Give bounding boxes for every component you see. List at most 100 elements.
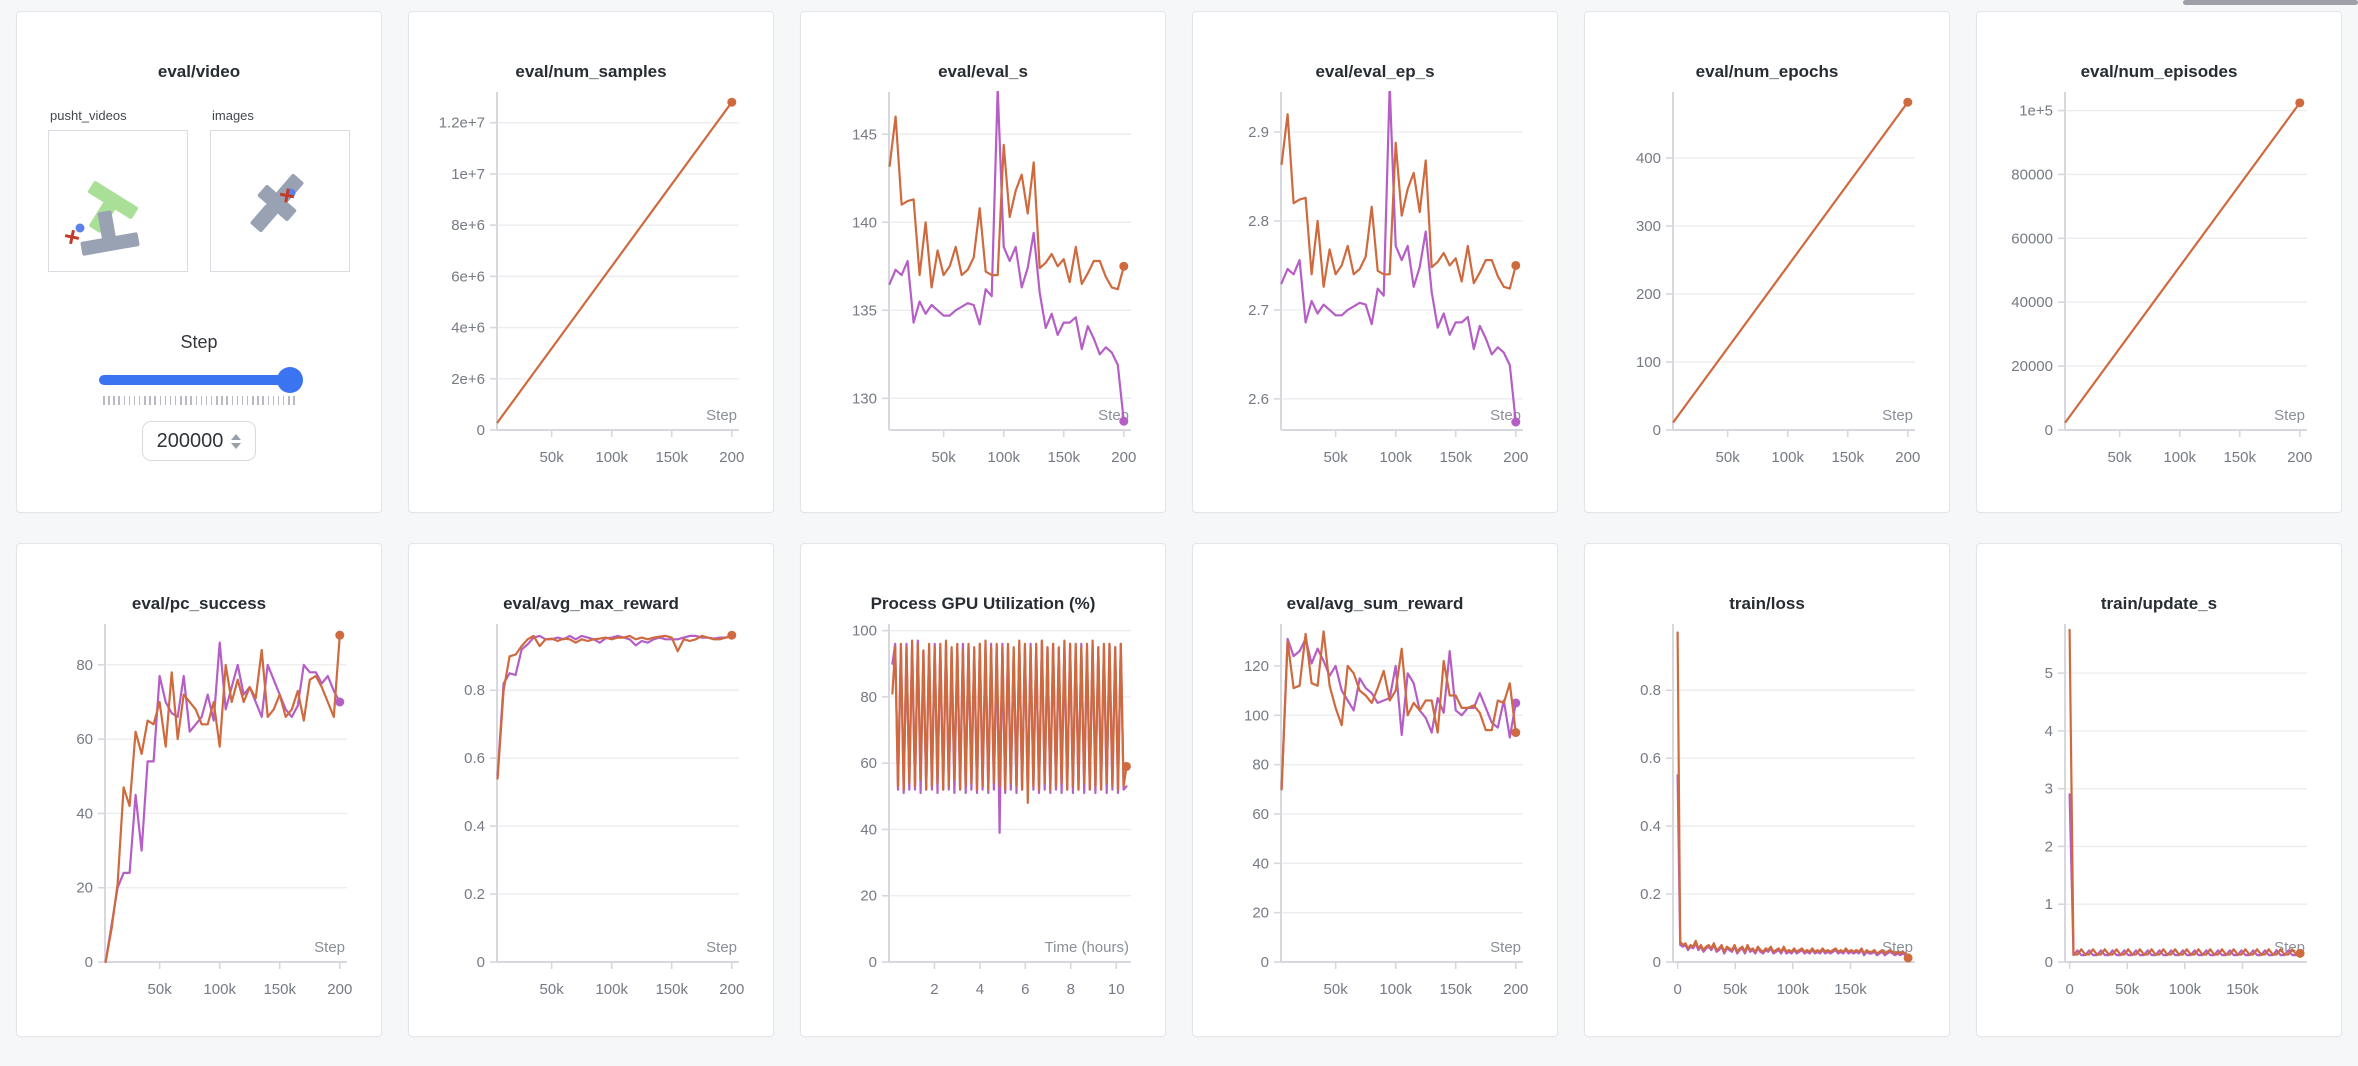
panel-train-update-s[interactable]: train/update_s 0 1 2 3 4 5 0 50k 100k 150k Step — [1976, 543, 2342, 1037]
ruler-tick — [231, 396, 234, 405]
panel-train-loss[interactable]: train/loss 0 0.2 0.4 0.6 0.8 0 50k 100k 150k Step — [1584, 543, 1950, 1037]
series-orange-line[interactable] — [1280, 630, 1517, 791]
y-axis-tick-label: 120 — [1244, 658, 1269, 675]
panel-title: eval/eval_ep_s — [1315, 62, 1435, 81]
line-chart[interactable]: 0 20000 40000 60000 80000 1e+5 50k 100k 150k 200 S… — [1991, 86, 2327, 484]
ruler-tick — [144, 396, 146, 405]
media-row: pusht_videos — [17, 108, 381, 272]
y-axis-tick-label: 100 — [852, 623, 877, 640]
slider-track[interactable] — [99, 375, 297, 385]
x-axis-tick-label: 200 — [1503, 981, 1528, 998]
x-axis-tick-label: 50k — [1723, 981, 1748, 998]
x-axis-tick-label: 8 — [1067, 981, 1075, 998]
series-orange-line[interactable] — [1672, 101, 1909, 423]
line-chart[interactable]: 0 20 40 60 80 50k 100k 150k 200 Step — [31, 618, 367, 1016]
series-purple-line[interactable] — [2068, 793, 2302, 957]
x-axis-tick-label: 0 — [1673, 981, 1681, 998]
x-axis-tick-label: 50k — [2115, 981, 2140, 998]
ruler-tick — [288, 396, 290, 405]
axes — [490, 624, 739, 969]
gridlines — [889, 133, 1131, 400]
panel-process-gpu-utilization[interactable]: Process GPU Utilization (%) 0 20 40 60 80 100… — [800, 543, 1166, 1037]
series-orange-line[interactable] — [496, 101, 733, 424]
series-orange-line[interactable] — [891, 639, 1128, 804]
step-input[interactable]: 200000 — [142, 421, 256, 461]
panel-eval-video[interactable]: eval/video pusht_videos — [16, 11, 382, 513]
series-orange-endpoint — [727, 97, 737, 107]
line-chart[interactable]: 0 2e+6 4e+6 6e+6 8e+6 1e+7 1.2e+7 50k 100k 150k 20… — [423, 86, 759, 484]
series-orange-endpoint — [1511, 728, 1521, 738]
ruler-tick — [118, 396, 120, 405]
panel-eval-pc-success[interactable]: eval/pc_success 0 20 40 60 80 50k 100k 150k 200 S… — [16, 543, 382, 1037]
step-input-value[interactable]: 200000 — [156, 429, 224, 452]
ruler-tick — [221, 396, 223, 405]
panel-eval-num-epochs[interactable]: eval/num_epochs 0 100 200 300 400 50k 100k 150k… — [1584, 11, 1950, 513]
panel-eval-num-episodes[interactable]: eval/num_episodes 0 20000 40000 60000 80000 1… — [1976, 11, 2342, 513]
video-thumbnail-pusht[interactable] — [48, 130, 188, 272]
ruler-tick — [123, 396, 126, 405]
stepper-up-icon[interactable] — [231, 433, 242, 440]
panel-title: eval/avg_max_reward — [503, 594, 679, 613]
stepper-down-icon[interactable] — [231, 442, 242, 449]
series-orange-line[interactable] — [2068, 628, 2302, 956]
panel-eval-num-samples[interactable]: eval/num_samples 0 2e+6 4e+6 6e+6 8e+6 1e+7 1.… — [408, 11, 774, 513]
stepper-control[interactable] — [231, 433, 242, 449]
axes — [1274, 624, 1523, 969]
series-orange-endpoint — [1511, 260, 1521, 270]
ruler-tick — [128, 396, 131, 405]
x-axis-title: Step — [314, 939, 345, 956]
scrollbar-thumb[interactable] — [2183, 0, 2358, 5]
line-chart[interactable]: 0 20 40 60 80 100 2 4 6 8 10 Time (hours) — [815, 618, 1151, 1016]
panel-eval-avg-max-reward[interactable]: eval/avg_max_reward 0 0.2 0.4 0.6 0.8 50k 100k… — [408, 543, 774, 1037]
ruler-tick — [272, 396, 275, 405]
series-orange-line[interactable] — [2064, 101, 2301, 424]
series-purple-line[interactable] — [496, 634, 733, 777]
series-purple-line[interactable] — [888, 89, 1125, 423]
y-axis-tick-label: 0 — [477, 422, 485, 439]
ruler-tick — [164, 396, 167, 405]
series-orange-endpoint — [727, 630, 737, 640]
series-purple-endpoint — [1119, 416, 1129, 426]
y-axis-tick-label: 60 — [1252, 806, 1269, 823]
x-axis-tick-label: 200 — [2287, 449, 2312, 466]
y-axis-tick-label: 135 — [852, 302, 877, 319]
step-slider[interactable] — [99, 367, 303, 393]
image-thumbnail[interactable] — [210, 130, 350, 272]
panel-eval-avg-sum-reward[interactable]: eval/avg_sum_reward 0 20 40 60 80 100 120 50k 10… — [1192, 543, 1558, 1037]
y-axis-tick-label: 0 — [1261, 954, 1269, 971]
y-axis-tick-label: 2e+6 — [451, 371, 485, 388]
ruler-tick — [205, 396, 208, 405]
panel-eval-eval-ep-s[interactable]: eval/eval_ep_s 2.6 2.7 2.8 2.9 50k 100k 150k 20… — [1192, 11, 1558, 513]
series-purple-line[interactable] — [1280, 86, 1517, 424]
line-chart[interactable]: 0 20 40 60 80 100 120 50k 100k 150k 200 Step — [1207, 618, 1543, 1016]
y-axis-tick-label: 1 — [2045, 896, 2053, 913]
ruler-tick — [190, 396, 192, 405]
series-orange-line[interactable] — [496, 634, 733, 780]
step-section: Step 200000 — [17, 332, 381, 461]
series-orange-line[interactable] — [1676, 631, 1910, 959]
slider-thumb[interactable] — [277, 367, 303, 393]
panel-eval-eval-s[interactable]: eval/eval_s 130 135 140 145 50k 100k 150k 200 St… — [800, 11, 1166, 513]
line-chart[interactable]: 0 100 200 300 400 50k 100k 150k 200 Step — [1599, 86, 1935, 484]
panel-title: eval/eval_s — [938, 62, 1028, 81]
series-purple-line[interactable] — [1676, 774, 1910, 960]
series-purple-line[interactable] — [104, 641, 341, 964]
series-orange-line[interactable] — [1280, 113, 1517, 290]
y-axis-tick-label: 2.9 — [1248, 124, 1269, 141]
ruler-tick — [169, 396, 172, 405]
series-orange-line[interactable] — [888, 115, 1125, 291]
panel-title: eval/num_samples — [515, 62, 667, 81]
line-chart[interactable]: 0 0.2 0.4 0.6 0.8 50k 100k 150k 200 Step — [423, 618, 759, 1016]
x-axis-tick-label: 100k — [1771, 449, 1804, 466]
y-axis-tick-label: 2.7 — [1248, 302, 1269, 319]
y-axis-tick-label: 0.2 — [464, 886, 485, 903]
gridlines — [1673, 157, 1915, 431]
series-orange-line[interactable] — [104, 634, 341, 964]
gridlines — [2065, 672, 2307, 963]
